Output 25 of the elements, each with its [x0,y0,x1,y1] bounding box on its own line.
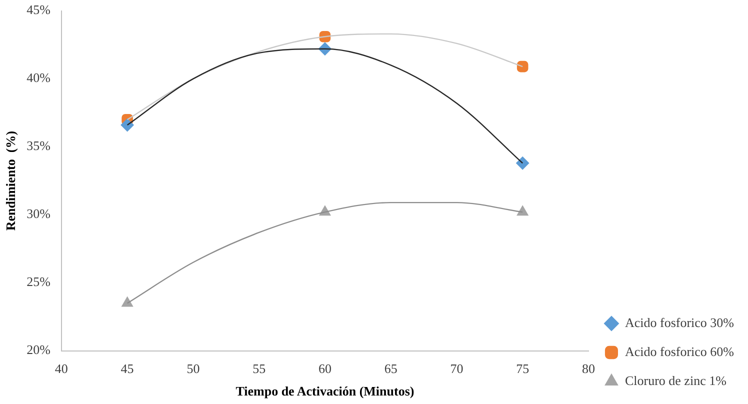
point [516,156,530,170]
x-tick-label: 55 [252,361,266,376]
x-axis-title: Tiempo de Activación (Minutos) [236,384,414,399]
point [516,206,528,216]
legend-label: Acido fosforico 30% [624,314,734,330]
legend-label: Acido fosforico 60% [624,344,734,359]
y-axis-title: Rendimiento (%) [3,130,18,231]
point [516,60,528,72]
point [122,296,134,307]
y-tick-label: 25% [26,274,51,290]
y-tick-label: 20% [26,342,51,358]
legend-label: Cloruro de zinc 1% [624,372,727,388]
x-tick-label: 65 [384,361,398,376]
x-tick-label: 45 [120,361,134,376]
x-tick-label: 50 [186,361,200,376]
y-tick-label: 40% [26,70,51,86]
y-tick-label: 35% [26,138,51,154]
x-tick-label: 80 [582,361,595,376]
x-tick-label: 70 [450,361,464,376]
y-tick-label: 30% [26,206,51,222]
x-tick-label: 75 [516,361,530,376]
point [120,118,134,132]
y-tick-label: 45% [26,2,51,18]
x-tick-label: 40 [54,361,68,376]
x-tick-label: 60 [318,361,332,376]
